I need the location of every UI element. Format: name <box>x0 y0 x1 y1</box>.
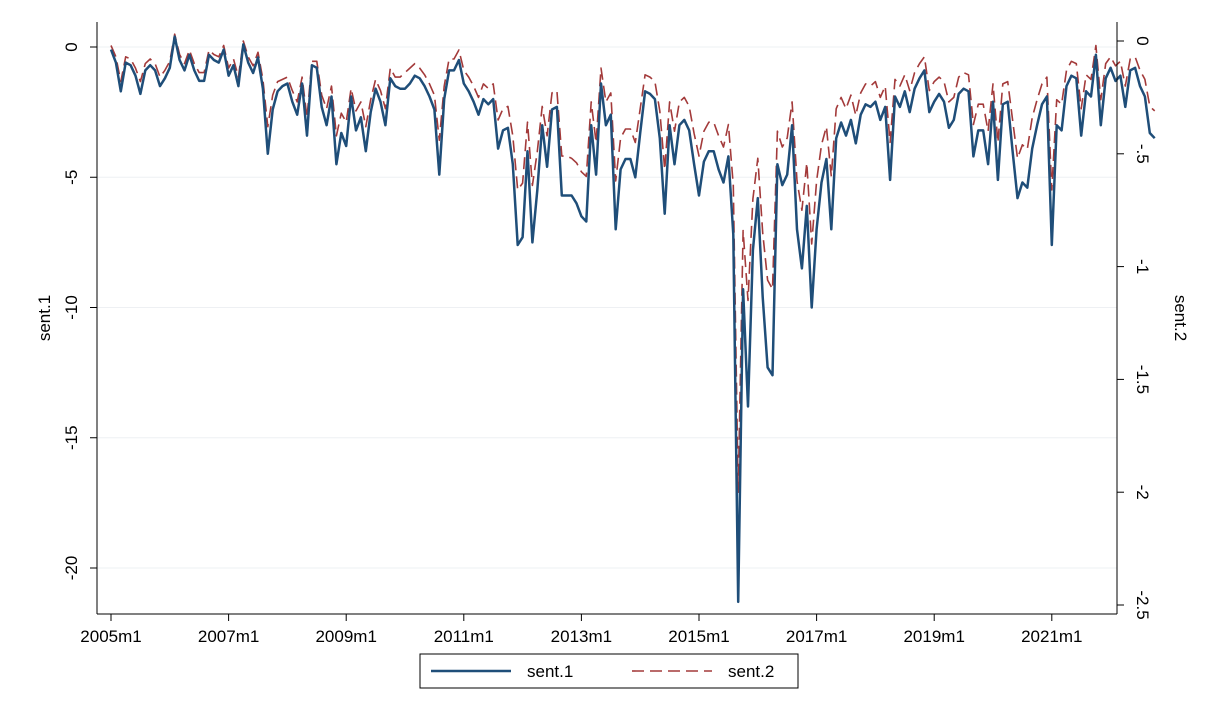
left-tick-label: -15 <box>62 425 81 450</box>
right-tick-label: -.5 <box>1133 144 1152 164</box>
left-tick-label: -5 <box>62 170 81 185</box>
series-layer <box>109 33 1156 604</box>
x-tick-label: 2021m1 <box>1021 627 1082 646</box>
left-tick-label: -20 <box>62 556 81 581</box>
right-y-axis-title: sent.2 <box>1171 295 1190 341</box>
axes <box>96 22 1118 615</box>
x-tick-label: 2007m1 <box>198 627 259 646</box>
gridlines <box>97 46 1117 569</box>
x-axis-ticks: 2005m1 2007m1 2009m1 2011m1 2013m1 2015m1 2017… <box>80 614 1083 646</box>
right-tick-label: 0 <box>1133 36 1152 45</box>
left-tick-label: 0 <box>62 42 81 51</box>
left-y-axis-title: sent.1 <box>35 295 54 341</box>
x-tick-label: 2005m1 <box>80 627 141 646</box>
x-tick-label: 2013m1 <box>551 627 612 646</box>
legend-label-sent-2: sent.2 <box>728 662 774 681</box>
x-tick-label: 2009m1 <box>315 627 376 646</box>
left-tick-label: -10 <box>62 295 81 320</box>
x-tick-label: 2017m1 <box>786 627 847 646</box>
series-line-sent-2 <box>110 33 1156 494</box>
legend-label-sent-1: sent.1 <box>527 662 573 681</box>
x-tick-label: 2011m1 <box>434 627 494 646</box>
right-tick-label: -1 <box>1133 259 1152 274</box>
right-y-axis-ticks: 0 -.5 -1 -1.5 -2 -2.5 <box>1117 36 1152 620</box>
left-y-axis-ticks: 0 -5 -10 -15 -20 <box>62 42 97 580</box>
legend: sent.1 sent.2 <box>419 653 799 689</box>
right-tick-label: -2.5 <box>1133 590 1152 619</box>
x-tick-label: 2019m1 <box>903 627 964 646</box>
series-line-sent-1 <box>109 35 1156 604</box>
right-tick-label: -1.5 <box>1133 365 1152 394</box>
x-tick-label: 2015m1 <box>668 627 729 646</box>
right-tick-label: -2 <box>1133 485 1152 500</box>
